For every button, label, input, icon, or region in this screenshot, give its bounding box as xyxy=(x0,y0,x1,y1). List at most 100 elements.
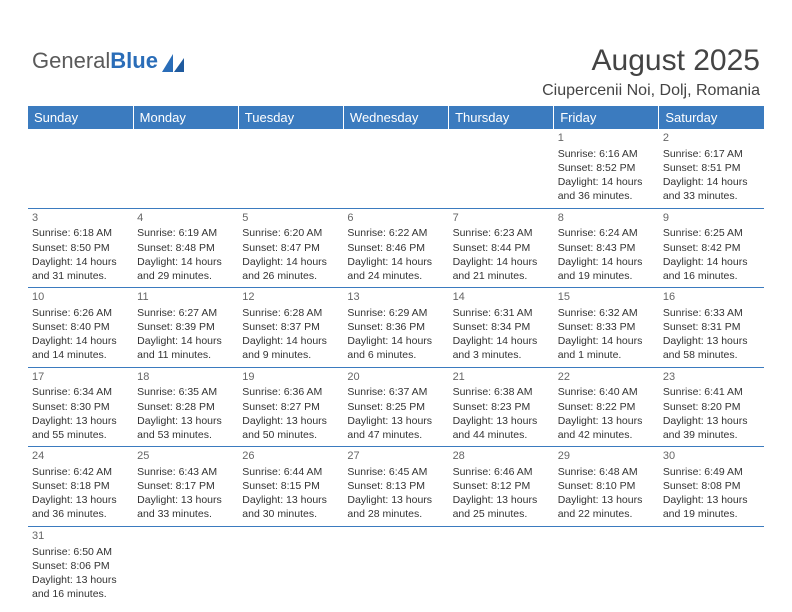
calendar-cell: 9Sunrise: 6:25 AMSunset: 8:42 PMDaylight… xyxy=(659,208,764,288)
daylight-text: Daylight: 14 hours and 26 minutes. xyxy=(242,255,339,283)
weekday-header: Tuesday xyxy=(238,106,343,129)
sunrise-text: Sunrise: 6:41 AM xyxy=(663,385,760,399)
calendar-cell xyxy=(449,129,554,208)
day-number: 9 xyxy=(663,211,760,226)
sunrise-text: Sunrise: 6:37 AM xyxy=(347,385,444,399)
daylight-text: Daylight: 13 hours and 36 minutes. xyxy=(32,493,129,521)
daylight-text: Daylight: 13 hours and 33 minutes. xyxy=(137,493,234,521)
calendar-cell: 3Sunrise: 6:18 AMSunset: 8:50 PMDaylight… xyxy=(28,208,133,288)
calendar-row: 24Sunrise: 6:42 AMSunset: 8:18 PMDayligh… xyxy=(28,447,764,527)
sunrise-text: Sunrise: 6:35 AM xyxy=(137,385,234,399)
logo-text-general: General xyxy=(32,48,110,74)
sunrise-text: Sunrise: 6:29 AM xyxy=(347,306,444,320)
sunrise-text: Sunrise: 6:16 AM xyxy=(558,147,655,161)
calendar-cell xyxy=(449,526,554,605)
calendar-row: 17Sunrise: 6:34 AMSunset: 8:30 PMDayligh… xyxy=(28,367,764,447)
daylight-text: Daylight: 13 hours and 28 minutes. xyxy=(347,493,444,521)
calendar-row: 10Sunrise: 6:26 AMSunset: 8:40 PMDayligh… xyxy=(28,288,764,368)
weekday-header: Monday xyxy=(133,106,238,129)
calendar-cell: 27Sunrise: 6:45 AMSunset: 8:13 PMDayligh… xyxy=(343,447,448,527)
sunrise-text: Sunrise: 6:27 AM xyxy=(137,306,234,320)
sunset-text: Sunset: 8:27 PM xyxy=(242,400,339,414)
calendar-cell: 15Sunrise: 6:32 AMSunset: 8:33 PMDayligh… xyxy=(554,288,659,368)
calendar-cell: 23Sunrise: 6:41 AMSunset: 8:20 PMDayligh… xyxy=(659,367,764,447)
day-number: 8 xyxy=(558,211,655,226)
day-number: 7 xyxy=(453,211,550,226)
day-number: 24 xyxy=(32,449,129,464)
calendar-cell xyxy=(133,526,238,605)
day-number: 10 xyxy=(32,290,129,305)
daylight-text: Daylight: 13 hours and 53 minutes. xyxy=(137,414,234,442)
day-number: 16 xyxy=(663,290,760,305)
daylight-text: Daylight: 13 hours and 47 minutes. xyxy=(347,414,444,442)
sunset-text: Sunset: 8:08 PM xyxy=(663,479,760,493)
sunrise-text: Sunrise: 6:49 AM xyxy=(663,465,760,479)
daylight-text: Daylight: 14 hours and 1 minute. xyxy=(558,334,655,362)
sunset-text: Sunset: 8:25 PM xyxy=(347,400,444,414)
weekday-header-row: SundayMondayTuesdayWednesdayThursdayFrid… xyxy=(28,106,764,129)
daylight-text: Daylight: 14 hours and 3 minutes. xyxy=(453,334,550,362)
calendar-row: 3Sunrise: 6:18 AMSunset: 8:50 PMDaylight… xyxy=(28,208,764,288)
day-number: 14 xyxy=(453,290,550,305)
daylight-text: Daylight: 14 hours and 31 minutes. xyxy=(32,255,129,283)
calendar-cell: 11Sunrise: 6:27 AMSunset: 8:39 PMDayligh… xyxy=(133,288,238,368)
day-number: 13 xyxy=(347,290,444,305)
calendar-cell: 13Sunrise: 6:29 AMSunset: 8:36 PMDayligh… xyxy=(343,288,448,368)
day-number: 5 xyxy=(242,211,339,226)
sunset-text: Sunset: 8:44 PM xyxy=(453,241,550,255)
month-title: August 2025 xyxy=(542,44,760,78)
sunset-text: Sunset: 8:40 PM xyxy=(32,320,129,334)
header: August 2025 Ciupercenii Noi, Dolj, Roman… xyxy=(542,44,760,100)
daylight-text: Daylight: 13 hours and 30 minutes. xyxy=(242,493,339,521)
day-number: 17 xyxy=(32,370,129,385)
calendar-row: 1Sunrise: 6:16 AMSunset: 8:52 PMDaylight… xyxy=(28,129,764,208)
calendar-cell: 6Sunrise: 6:22 AMSunset: 8:46 PMDaylight… xyxy=(343,208,448,288)
calendar-cell: 18Sunrise: 6:35 AMSunset: 8:28 PMDayligh… xyxy=(133,367,238,447)
calendar-cell: 12Sunrise: 6:28 AMSunset: 8:37 PMDayligh… xyxy=(238,288,343,368)
day-number: 31 xyxy=(32,529,129,544)
daylight-text: Daylight: 13 hours and 25 minutes. xyxy=(453,493,550,521)
sunset-text: Sunset: 8:51 PM xyxy=(663,161,760,175)
day-number: 27 xyxy=(347,449,444,464)
day-number: 30 xyxy=(663,449,760,464)
weekday-header: Sunday xyxy=(28,106,133,129)
calendar-cell: 16Sunrise: 6:33 AMSunset: 8:31 PMDayligh… xyxy=(659,288,764,368)
calendar-cell: 7Sunrise: 6:23 AMSunset: 8:44 PMDaylight… xyxy=(449,208,554,288)
calendar-row: 31Sunrise: 6:50 AMSunset: 8:06 PMDayligh… xyxy=(28,526,764,605)
calendar-cell xyxy=(238,526,343,605)
sunrise-text: Sunrise: 6:17 AM xyxy=(663,147,760,161)
calendar-cell: 20Sunrise: 6:37 AMSunset: 8:25 PMDayligh… xyxy=(343,367,448,447)
daylight-text: Daylight: 14 hours and 16 minutes. xyxy=(663,255,760,283)
sunset-text: Sunset: 8:47 PM xyxy=(242,241,339,255)
logo-sail-icon xyxy=(162,52,184,70)
sunrise-text: Sunrise: 6:28 AM xyxy=(242,306,339,320)
calendar-cell: 29Sunrise: 6:48 AMSunset: 8:10 PMDayligh… xyxy=(554,447,659,527)
sunrise-text: Sunrise: 6:23 AM xyxy=(453,226,550,240)
location: Ciupercenii Noi, Dolj, Romania xyxy=(542,82,760,100)
sunset-text: Sunset: 8:06 PM xyxy=(32,559,129,573)
sunset-text: Sunset: 8:37 PM xyxy=(242,320,339,334)
sunrise-text: Sunrise: 6:38 AM xyxy=(453,385,550,399)
day-number: 23 xyxy=(663,370,760,385)
daylight-text: Daylight: 13 hours and 19 minutes. xyxy=(663,493,760,521)
day-number: 15 xyxy=(558,290,655,305)
logo: GeneralBlue xyxy=(32,48,184,74)
calendar-cell xyxy=(133,129,238,208)
sunrise-text: Sunrise: 6:50 AM xyxy=(32,545,129,559)
sunrise-text: Sunrise: 6:18 AM xyxy=(32,226,129,240)
sunset-text: Sunset: 8:36 PM xyxy=(347,320,444,334)
sunrise-text: Sunrise: 6:36 AM xyxy=(242,385,339,399)
sunset-text: Sunset: 8:13 PM xyxy=(347,479,444,493)
calendar-cell xyxy=(238,129,343,208)
day-number: 18 xyxy=(137,370,234,385)
sunset-text: Sunset: 8:48 PM xyxy=(137,241,234,255)
sunrise-text: Sunrise: 6:34 AM xyxy=(32,385,129,399)
daylight-text: Daylight: 14 hours and 11 minutes. xyxy=(137,334,234,362)
day-number: 11 xyxy=(137,290,234,305)
daylight-text: Daylight: 13 hours and 42 minutes. xyxy=(558,414,655,442)
sunset-text: Sunset: 8:18 PM xyxy=(32,479,129,493)
calendar-cell: 31Sunrise: 6:50 AMSunset: 8:06 PMDayligh… xyxy=(28,526,133,605)
calendar-cell: 28Sunrise: 6:46 AMSunset: 8:12 PMDayligh… xyxy=(449,447,554,527)
sunrise-text: Sunrise: 6:44 AM xyxy=(242,465,339,479)
day-number: 29 xyxy=(558,449,655,464)
